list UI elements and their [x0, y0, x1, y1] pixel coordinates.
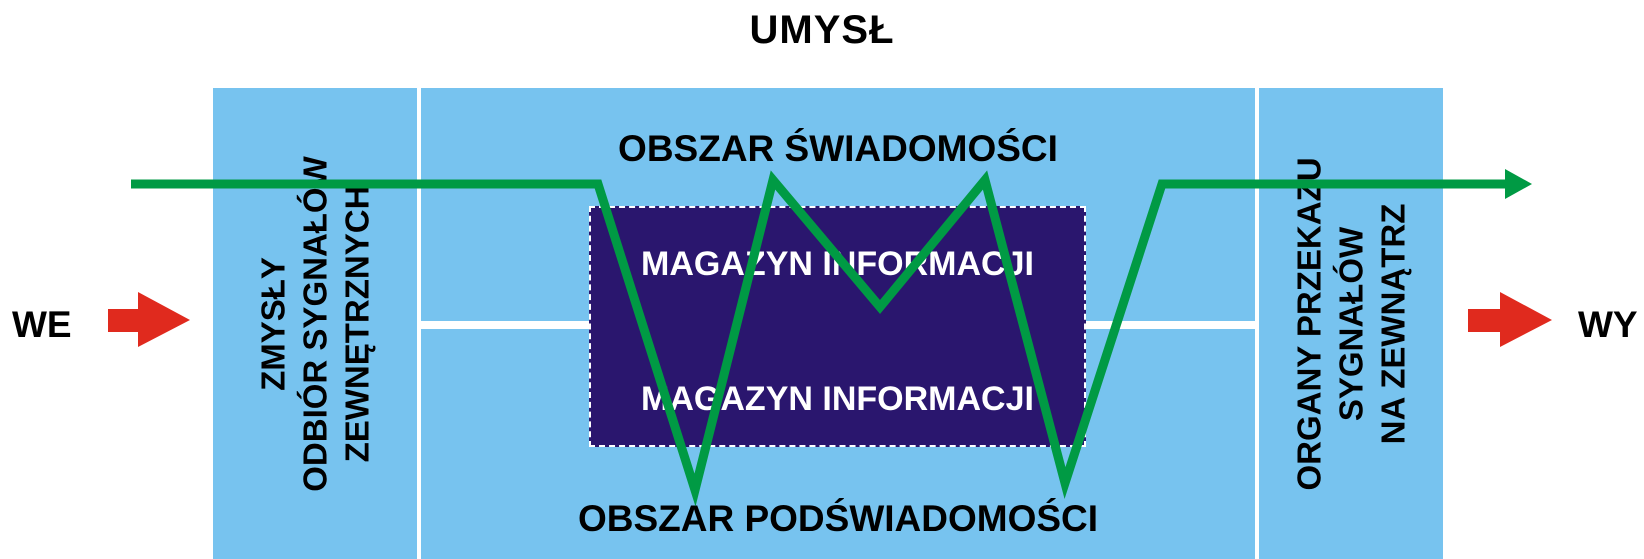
signal-path-line — [131, 170, 1505, 507]
output-organs-panel — [1259, 88, 1443, 559]
subconscious-label: OBSZAR PODŚWIADOMOŚCI — [577, 498, 1099, 539]
input-label: WE — [12, 304, 72, 345]
store-lower-label: MAGAZYN INFORMACJI — [641, 380, 1034, 418]
output-arrow-icon — [1468, 292, 1552, 347]
senses-panel — [213, 88, 417, 559]
input-arrow-icon — [108, 292, 190, 347]
output-label: WY — [1578, 304, 1638, 345]
signal-arrowhead-icon — [1505, 169, 1532, 199]
diagram-title: UMYSŁ — [749, 8, 895, 52]
consciousness-label: OBSZAR ŚWIADOMOŚCI — [618, 128, 1058, 169]
